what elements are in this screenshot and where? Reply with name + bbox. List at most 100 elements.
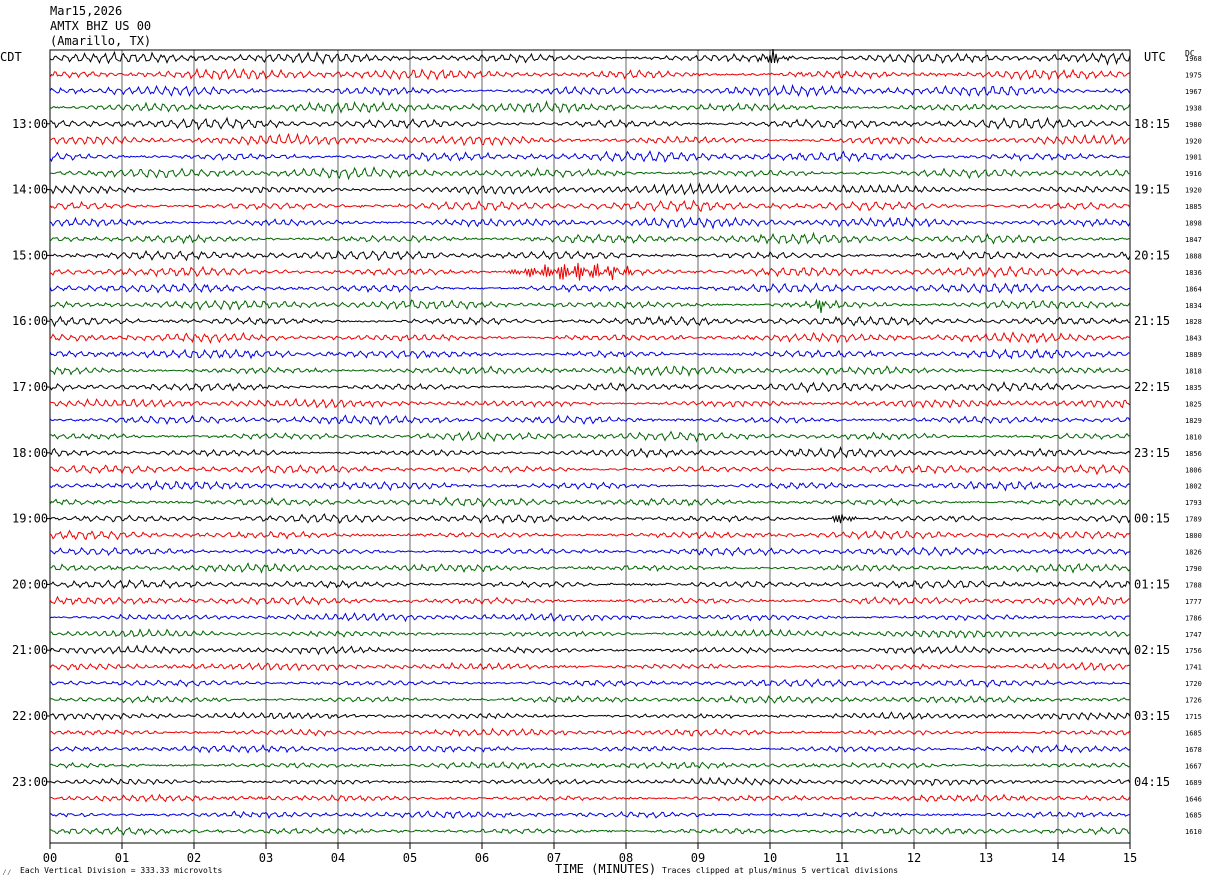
x-axis-tick-label: 05 — [403, 851, 417, 865]
trace-row — [49, 761, 1131, 770]
trace-row — [49, 561, 1131, 574]
trace-row — [49, 48, 1131, 66]
dc-offset-label: 1788 — [1185, 581, 1202, 589]
x-axis-tick-label: 04 — [331, 851, 345, 865]
trace-row — [49, 661, 1131, 672]
trace-row — [49, 348, 1131, 360]
dc-offset-label: 1818 — [1185, 368, 1202, 376]
trace-row — [49, 727, 1131, 737]
trace-row — [49, 231, 1131, 245]
trace-row — [49, 546, 1131, 557]
dc-offset-label: 1920 — [1185, 187, 1202, 195]
trace-row — [49, 826, 1131, 836]
right-hour-label: 19:15 — [1134, 183, 1170, 197]
right-timezone-label: UTC — [1144, 50, 1166, 64]
dc-offset-label: 1916 — [1185, 170, 1202, 178]
x-axis-tick-label: 14 — [1051, 851, 1065, 865]
trace-row — [50, 430, 1131, 443]
trace-row — [49, 331, 1131, 344]
trace-row — [49, 628, 1131, 639]
trace-row — [49, 810, 1131, 820]
dc-offset-label: 1967 — [1185, 88, 1202, 96]
x-axis-tick-label: 10 — [763, 851, 777, 865]
dc-offset-label: 1806 — [1185, 466, 1202, 474]
clip-note: Traces clipped at plus/minus 5 vertical … — [662, 866, 899, 875]
x-axis-tick-label: 12 — [907, 851, 921, 865]
station-label: AMTX BHZ US 00 — [50, 19, 152, 33]
dc-offset-label: 1980 — [1185, 121, 1202, 129]
trace-row — [49, 397, 1131, 409]
date-label: Mar15,2026 — [50, 4, 123, 18]
dc-offset-label: 1885 — [1185, 203, 1202, 211]
dc-offset-label: 1741 — [1185, 664, 1202, 672]
trace-row — [49, 711, 1131, 721]
x-axis-tick-label: 00 — [43, 851, 57, 865]
dc-offset-label: 1802 — [1185, 483, 1202, 491]
x-axis-tick-label: 07 — [547, 851, 561, 865]
trace-row — [49, 262, 1131, 281]
left-hour-label: 19:00 — [12, 512, 48, 526]
left-hour-label: 23:00 — [12, 775, 48, 789]
dc-offset-label: 1678 — [1185, 746, 1202, 754]
trace-row — [49, 199, 1131, 213]
left-hour-label: 21:00 — [12, 643, 48, 657]
dc-offset-label: 1667 — [1185, 762, 1202, 770]
trace-row — [49, 595, 1131, 606]
left-hour-label: 20:00 — [12, 577, 48, 591]
dc-offset-label: 1786 — [1185, 614, 1202, 622]
trace-row — [49, 611, 1131, 623]
trace-row — [49, 529, 1131, 541]
dc-offset-label: 1646 — [1185, 795, 1202, 803]
x-axis-tick-label: 06 — [475, 851, 489, 865]
x-axis-tick-label: 02 — [187, 851, 201, 865]
dc-offset-label: 1789 — [1185, 516, 1202, 524]
left-hour-label: 15:00 — [12, 248, 48, 262]
dc-offset-label: 1938 — [1185, 104, 1202, 112]
dc-offset-label: 1888 — [1185, 252, 1202, 260]
trace-row — [49, 216, 1131, 230]
left-timezone-label: CDT — [0, 50, 22, 64]
trace-row — [49, 744, 1131, 754]
dc-offset-label: 1800 — [1185, 532, 1202, 540]
dc-column-label: DC — [1185, 49, 1195, 58]
corner-mark: ⁄⁄ — [2, 868, 12, 877]
dc-offset-label: 1685 — [1185, 729, 1202, 737]
right-hour-label: 02:15 — [1134, 643, 1170, 657]
dc-offset-label: 1898 — [1185, 220, 1202, 228]
dc-offset-label: 1747 — [1185, 631, 1202, 639]
trace-row — [49, 116, 1130, 131]
right-hour-label: 20:15 — [1134, 248, 1170, 262]
dc-offset-label: 1810 — [1185, 433, 1202, 441]
x-axis-tick-label: 08 — [619, 851, 633, 865]
dc-offset-label: 1685 — [1185, 812, 1202, 820]
dc-offset-label: 1968 — [1185, 55, 1202, 63]
dc-offset-label: 1856 — [1185, 450, 1202, 458]
dc-offset-label: 1834 — [1185, 302, 1202, 310]
trace-row — [49, 100, 1131, 115]
x-axis-tick-label: 01 — [115, 851, 129, 865]
dc-offset-label: 1836 — [1185, 269, 1202, 277]
x-axis-tick-label: 03 — [259, 851, 273, 865]
dc-offset-label: 1920 — [1185, 137, 1202, 145]
dc-offset-label: 1610 — [1185, 828, 1202, 836]
x-axis-tick-label: 11 — [835, 851, 849, 865]
dc-offset-label: 1726 — [1185, 697, 1202, 705]
dc-offset-label: 1777 — [1185, 598, 1202, 606]
left-hour-label: 16:00 — [12, 314, 48, 328]
trace-row — [49, 678, 1131, 688]
dc-offset-label: 1790 — [1185, 565, 1202, 573]
dc-offset-label: 1901 — [1185, 154, 1202, 162]
left-hour-label: 14:00 — [12, 183, 48, 197]
trace-row — [49, 282, 1130, 295]
dc-offset-label: 1843 — [1185, 335, 1202, 343]
dc-offset-label: 1756 — [1185, 647, 1202, 655]
trace-row — [49, 315, 1131, 328]
location-label: (Amarillo, TX) — [50, 34, 152, 48]
left-hour-label: 17:00 — [12, 380, 48, 394]
trace-row — [49, 496, 1131, 508]
trace-row — [49, 414, 1131, 426]
trace-row — [49, 479, 1131, 492]
dc-offset-label: 1825 — [1185, 400, 1202, 408]
left-hour-label: 22:00 — [12, 709, 48, 723]
